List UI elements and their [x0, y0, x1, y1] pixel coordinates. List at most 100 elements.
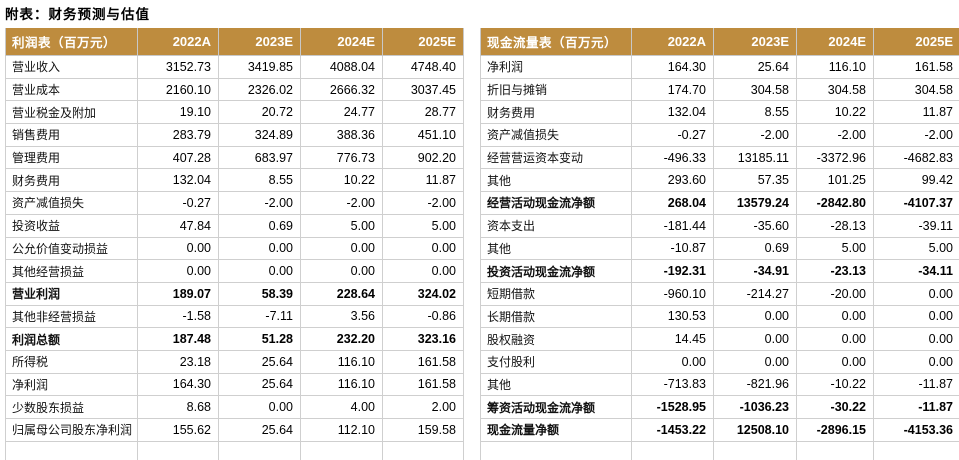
cell-value: 0.00	[873, 304, 959, 329]
cell-value: 0.00	[300, 259, 383, 283]
cell-value: 323.16	[382, 327, 464, 351]
cell-value: -2.00	[218, 191, 301, 215]
cell-value: -181.44	[631, 213, 714, 238]
cell-value: 293.60	[631, 168, 714, 193]
cell-value: 5.00	[873, 236, 959, 261]
table-row: 经营活动现金流净额 268.04 13579.24 -2842.80 -4107.37	[480, 191, 959, 215]
cell-value: 0.00	[713, 304, 797, 329]
cell-value: 116.10	[300, 372, 383, 397]
table-row: 归属母公司股东净利润 155.62 25.64 112.10 159.58	[5, 418, 464, 442]
table-row: 投资收益 47.84 0.69 5.00 5.00	[5, 213, 464, 238]
cell-value: -2.00	[382, 191, 464, 215]
empty-cell	[796, 440, 874, 460]
row-label: 经营活动现金流净额	[480, 191, 632, 215]
cell-value: 0.00	[873, 349, 959, 374]
row-label: 现金流量净额	[480, 418, 632, 442]
year-column-header: 2023E	[218, 28, 301, 56]
table-row: 管理费用 407.28 683.97 776.73 902.20	[5, 145, 464, 170]
empty-cell	[873, 440, 959, 460]
cell-value: 8.55	[218, 168, 301, 193]
cell-value: -11.87	[873, 372, 959, 397]
row-label: 其他经营损益	[5, 259, 138, 283]
page-title: 附表：财务预测与估值	[5, 7, 150, 23]
cell-value: 232.20	[300, 327, 383, 351]
empty-cell	[382, 440, 464, 460]
cell-value: 324.89	[218, 123, 301, 147]
cell-value: -3372.96	[796, 145, 874, 170]
cell-value: -1036.23	[713, 395, 797, 419]
row-label: 其他	[480, 236, 632, 261]
cell-value: -34.11	[873, 259, 959, 283]
row-label: 筹资活动现金流净额	[480, 395, 632, 419]
row-label: 所得税	[5, 349, 138, 374]
table-row: 资产减值损失 -0.27 -2.00 -2.00 -2.00	[480, 123, 959, 147]
cell-value: 99.42	[873, 168, 959, 193]
row-label: 财务费用	[480, 100, 632, 125]
row-label: 支付股利	[480, 349, 632, 374]
cell-value: -28.13	[796, 213, 874, 238]
header-row: 现金流量表（百万元） 2022A 2023E 2024E 2025E	[480, 28, 959, 56]
cell-value: 2160.10	[137, 77, 219, 102]
cell-value: 5.00	[300, 213, 383, 238]
row-label: 营业税金及附加	[5, 100, 138, 125]
cell-value: -1528.95	[631, 395, 714, 419]
cell-value: 13579.24	[713, 191, 797, 215]
table-row: 营业利润 189.07 58.39 228.64 324.02	[5, 281, 464, 306]
row-label: 短期借款	[480, 281, 632, 306]
row-label: 少数股东损益	[5, 395, 138, 419]
cell-value: 388.36	[300, 123, 383, 147]
cell-value: -1453.22	[631, 418, 714, 442]
row-label: 投资收益	[5, 213, 138, 238]
cell-value: -214.27	[713, 281, 797, 306]
table-row: 其他 -10.87 0.69 5.00 5.00	[480, 236, 959, 261]
table-row: 经营营运资本变动 -496.33 13185.11 -3372.96 -4682.83	[480, 145, 959, 170]
year-column-header: 2022A	[631, 28, 714, 56]
row-label: 营业利润	[5, 281, 138, 306]
cell-value: 0.00	[713, 327, 797, 351]
cell-value: 23.18	[137, 349, 219, 374]
cell-value: 25.64	[713, 55, 797, 79]
cell-value: 51.28	[218, 327, 301, 351]
cell-value: 10.22	[300, 168, 383, 193]
cell-value: 132.04	[631, 100, 714, 125]
cell-value: -192.31	[631, 259, 714, 283]
cell-value: -23.13	[796, 259, 874, 283]
cell-value: 3037.45	[382, 77, 464, 102]
row-label: 投资活动现金流净额	[480, 259, 632, 283]
cell-value: -2896.15	[796, 418, 874, 442]
table-row: 现金流量净额 -1453.22 12508.10 -2896.15 -4153.36	[480, 418, 959, 442]
cell-value: -0.27	[137, 191, 219, 215]
empty-cell	[713, 440, 797, 460]
cell-value: 0.00	[631, 349, 714, 374]
table-row: 投资活动现金流净额 -192.31 -34.91 -23.13 -34.11	[480, 259, 959, 283]
cell-value: 11.87	[382, 168, 464, 193]
cell-value: 19.10	[137, 100, 219, 125]
cell-value: 5.00	[382, 213, 464, 238]
table-row: 净利润 164.30 25.64 116.10 161.58	[480, 55, 959, 79]
cell-value: 12508.10	[713, 418, 797, 442]
cell-value: -34.91	[713, 259, 797, 283]
cell-value: -39.11	[873, 213, 959, 238]
table-row: 少数股东损益 8.68 0.00 4.00 2.00	[5, 395, 464, 419]
table-row: 净利润 164.30 25.64 116.10 161.58	[5, 372, 464, 397]
cell-value: 25.64	[218, 372, 301, 397]
cell-value: -0.27	[631, 123, 714, 147]
row-label: 公允价值变动损益	[5, 236, 138, 261]
empty-row	[480, 440, 959, 460]
cell-value: -2.00	[713, 123, 797, 147]
cell-value: 3419.85	[218, 55, 301, 79]
table-row: 短期借款 -960.10 -214.27 -20.00 0.00	[480, 281, 959, 306]
empty-cell	[137, 440, 219, 460]
row-label: 长期借款	[480, 304, 632, 329]
cell-value: -4682.83	[873, 145, 959, 170]
table-row: 资本支出 -181.44 -35.60 -28.13 -39.11	[480, 213, 959, 238]
row-label: 净利润	[480, 55, 632, 79]
cell-value: 0.00	[796, 327, 874, 351]
table-row: 财务费用 132.04 8.55 10.22 11.87	[5, 168, 464, 193]
row-label: 其他非经营损益	[5, 304, 138, 329]
cell-value: -0.86	[382, 304, 464, 329]
cell-value: 0.69	[218, 213, 301, 238]
cell-value: -960.10	[631, 281, 714, 306]
row-label: 利润总额	[5, 327, 138, 351]
